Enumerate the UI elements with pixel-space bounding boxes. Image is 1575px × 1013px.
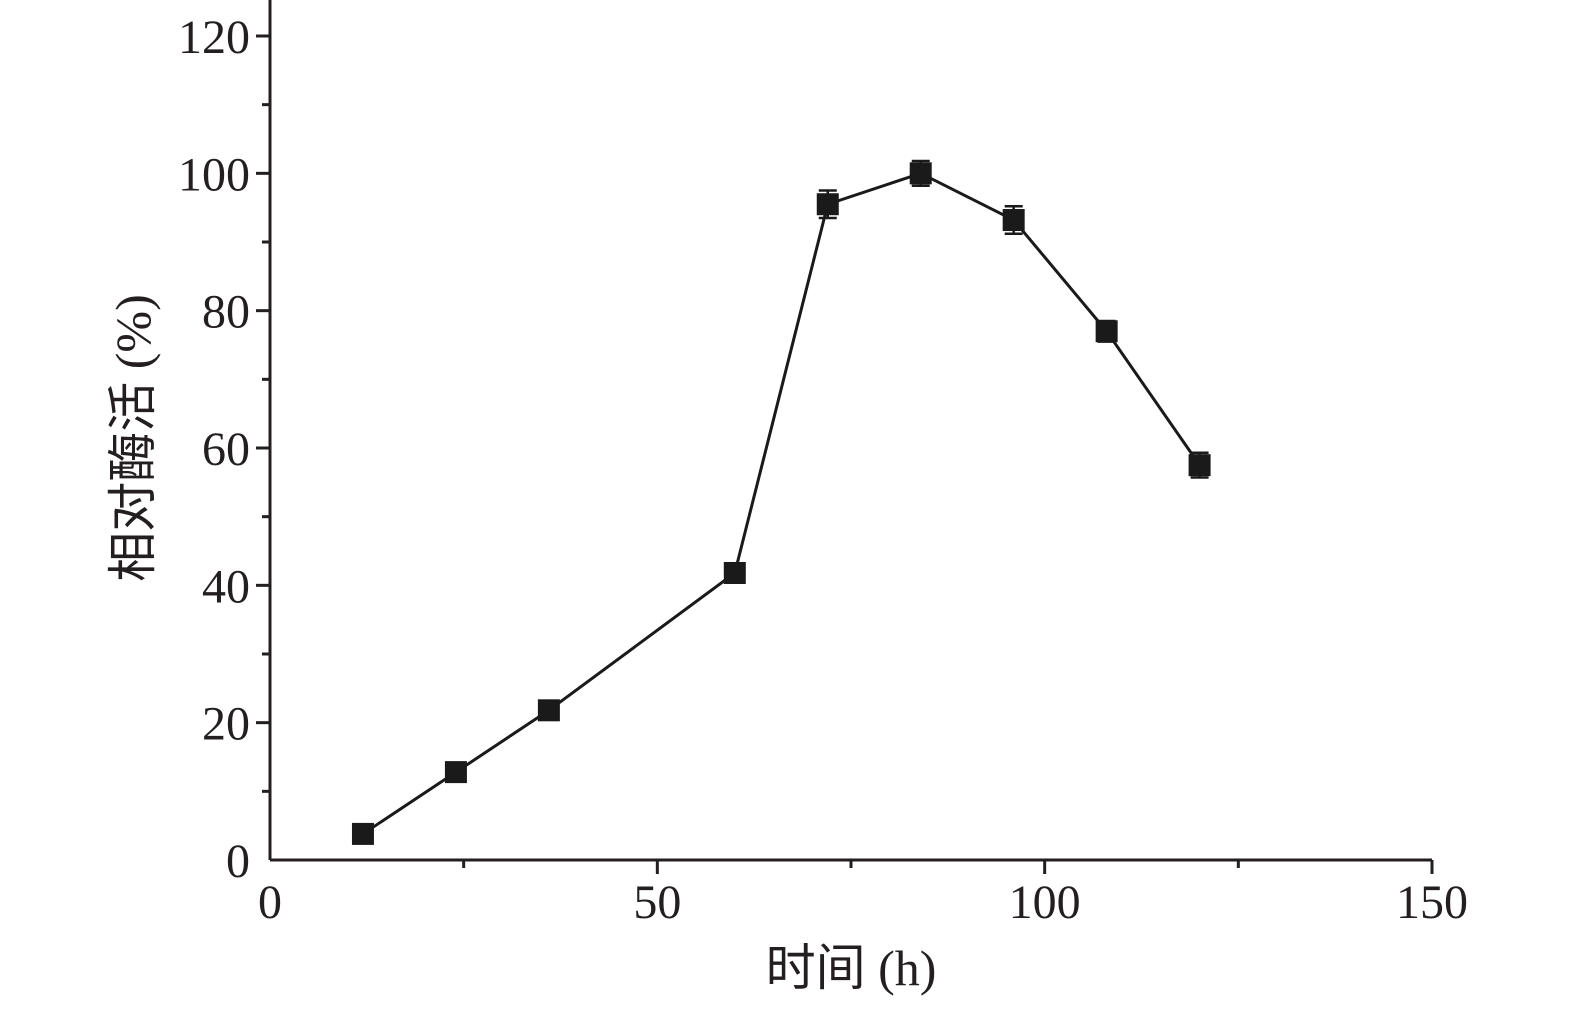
data-point-marker [1188, 454, 1211, 477]
data-point-marker [1002, 209, 1025, 232]
axes: 0 50 100 150 0 20 40 60 80 100 120 [178, 0, 1468, 929]
data-point-marker [444, 761, 467, 784]
data-point-marker [723, 561, 746, 584]
data-point-marker [351, 822, 374, 845]
data-point-marker [1095, 320, 1118, 343]
y-tick-label: 120 [178, 11, 250, 64]
y-tick-label: 20 [202, 698, 250, 751]
data-point-marker [909, 162, 932, 185]
y-tick-label: 0 [226, 835, 250, 888]
y-tick-label: 60 [202, 423, 250, 476]
data-point-marker [537, 699, 560, 722]
series-line [362, 171, 1201, 836]
x-tick-label: 100 [1009, 876, 1081, 929]
data-point-marker [816, 193, 839, 216]
x-tick-label: 0 [258, 876, 282, 929]
x-tick-label: 150 [1396, 876, 1468, 929]
y-tick-label: 100 [178, 148, 250, 201]
x-axis-title: 时间 (h) [766, 940, 937, 996]
y-tick-label: 40 [202, 560, 250, 613]
data-series [351, 159, 1211, 845]
y-axis-title: 相对酶活 (%) [105, 294, 161, 581]
y-tick-label: 80 [202, 286, 250, 339]
x-tick-label: 50 [633, 876, 681, 929]
